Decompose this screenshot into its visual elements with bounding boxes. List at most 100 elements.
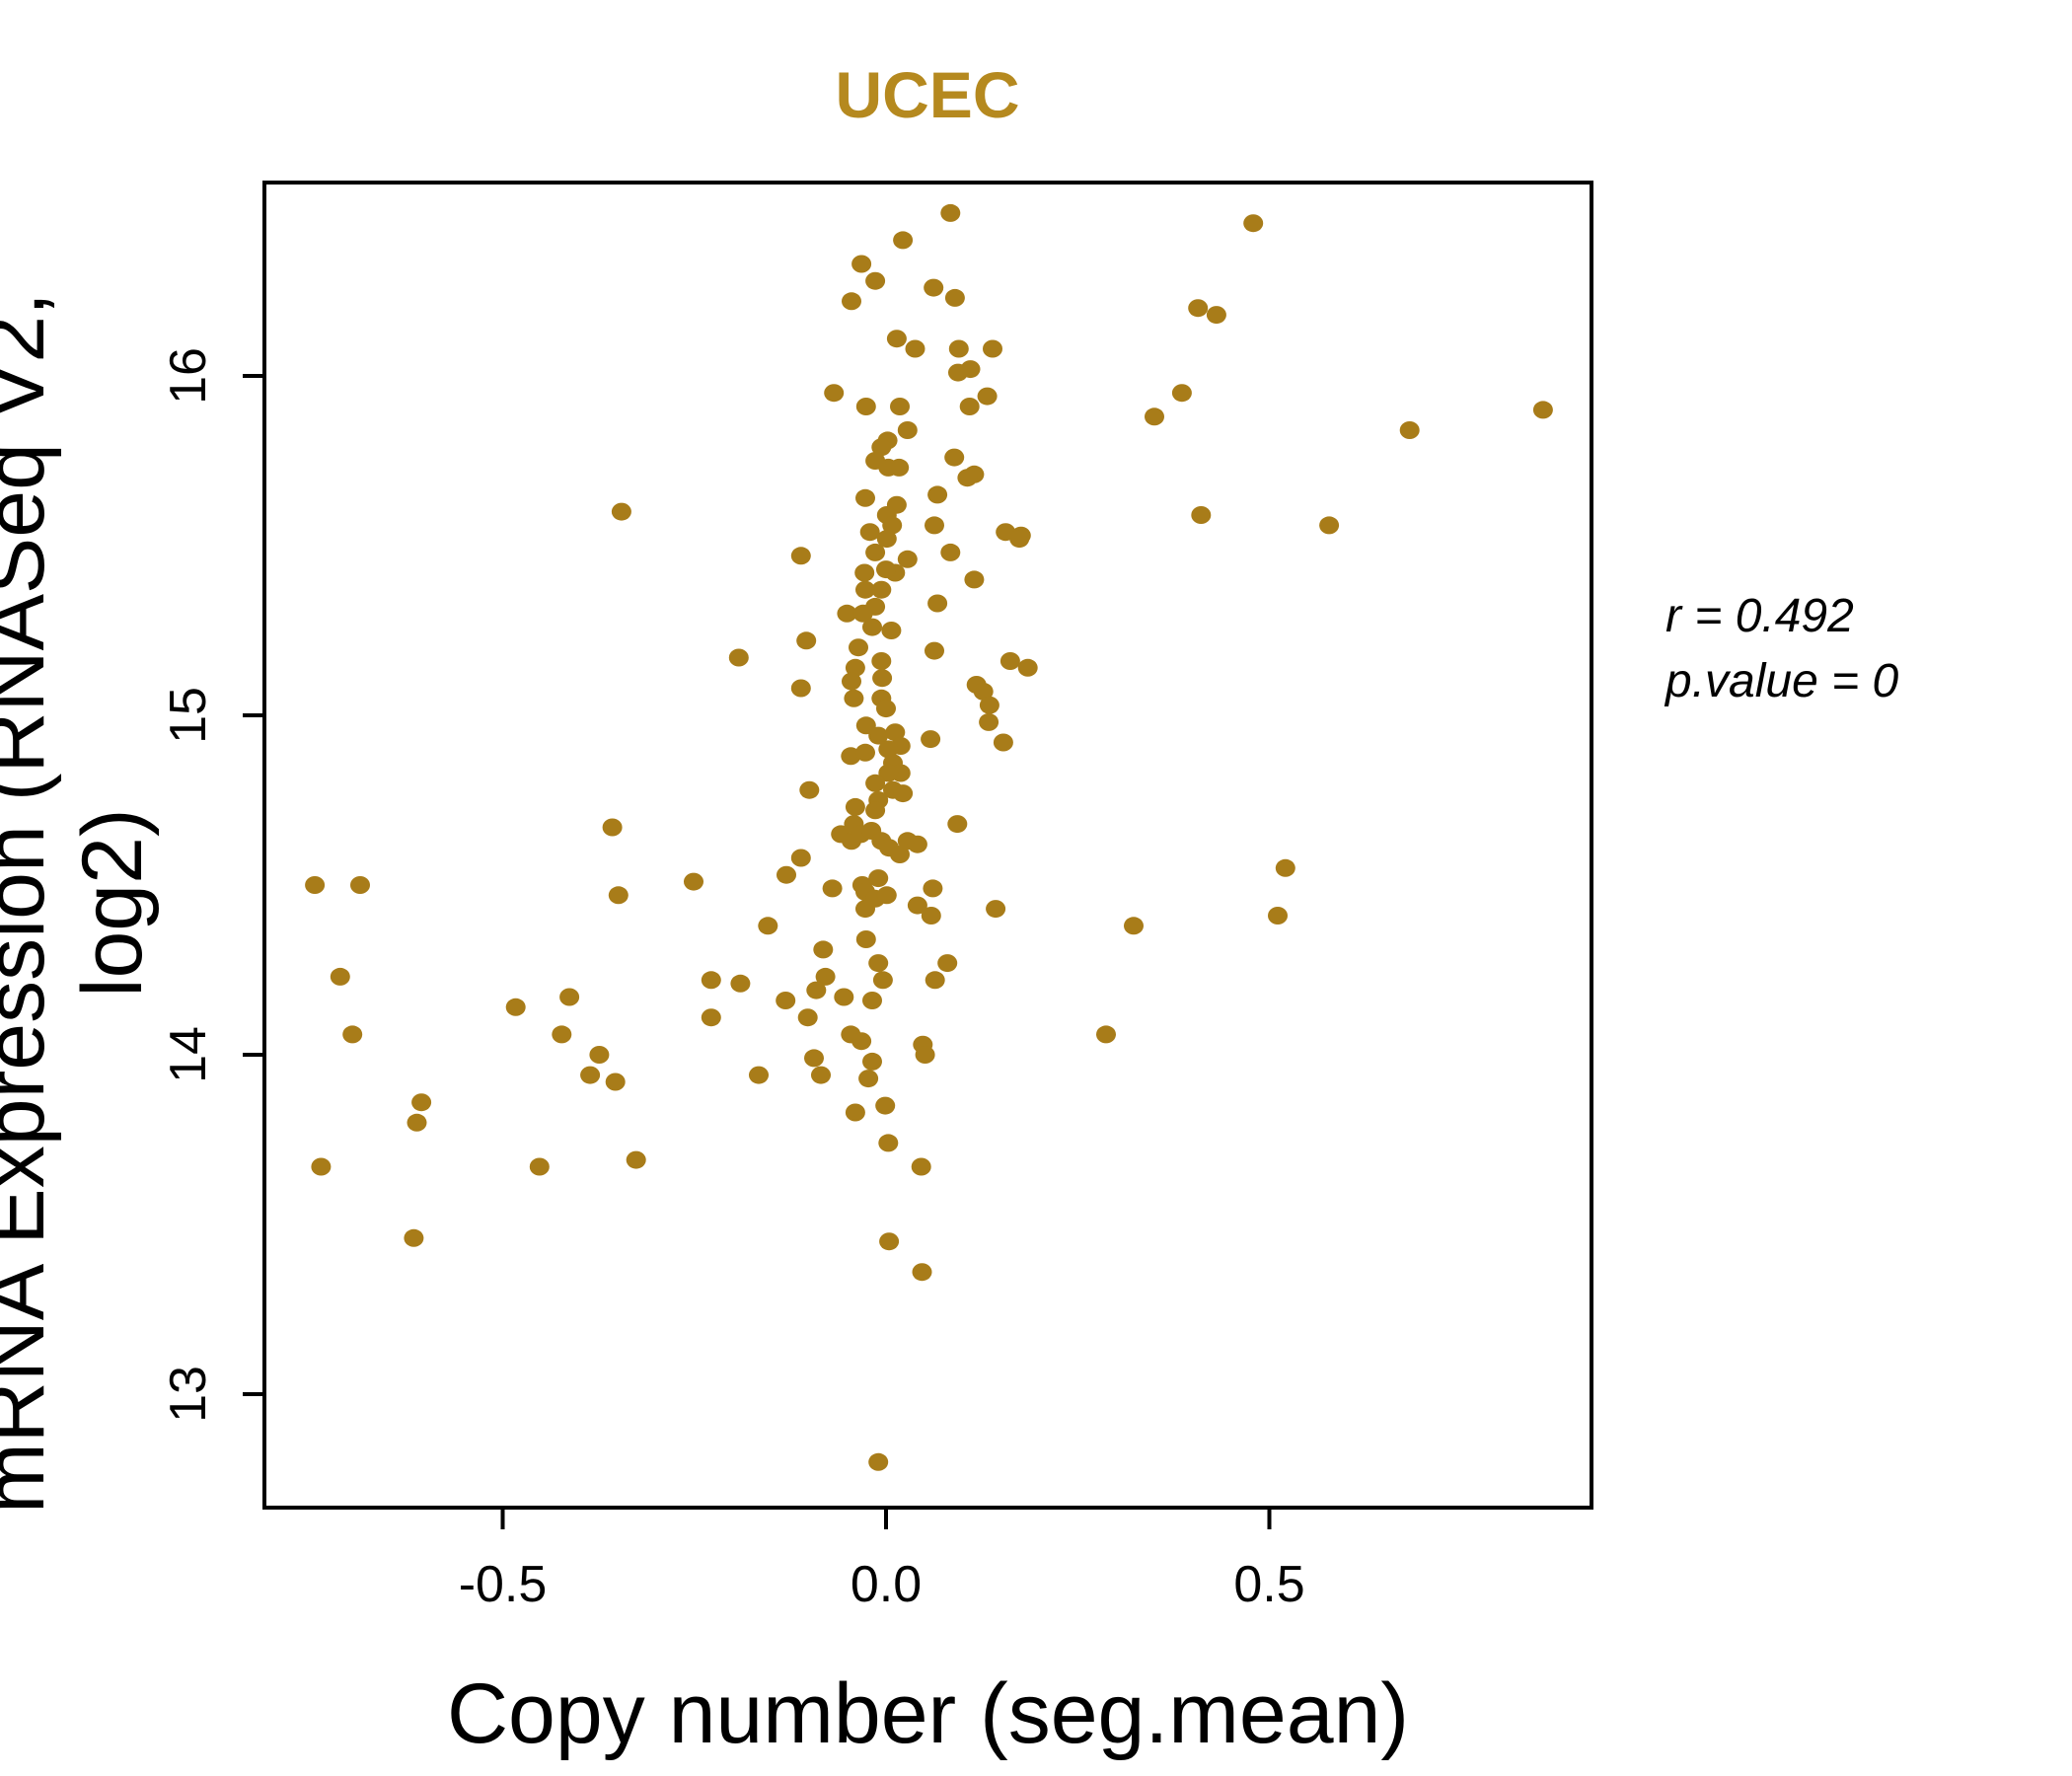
data-point [865, 774, 886, 792]
data-point [977, 387, 998, 406]
y-axis-label: mRNA Expression (RNASeq V2, log2) [0, 292, 160, 1514]
plot-border [262, 181, 1593, 1510]
data-point [806, 981, 827, 999]
data-point [921, 730, 941, 749]
data-point [796, 631, 817, 650]
data-point [797, 1008, 818, 1027]
data-point [311, 1157, 332, 1176]
data-point [305, 876, 326, 894]
data-point [824, 384, 845, 403]
correlation-annotation: r = 0.492 p.value = 0 [1665, 584, 1898, 714]
data-point [897, 550, 918, 568]
data-point [925, 971, 945, 990]
data-point [728, 648, 749, 667]
data-point [1399, 421, 1420, 439]
data-point [854, 563, 875, 582]
data-point [559, 988, 580, 1006]
data-point [811, 1066, 831, 1084]
data-point [940, 203, 961, 222]
data-point [552, 1025, 572, 1044]
data-point [882, 516, 903, 535]
data-point [925, 641, 944, 660]
data-point [923, 879, 943, 898]
data-point [777, 865, 796, 884]
data-point [1275, 858, 1295, 877]
data-point [993, 733, 1013, 752]
data-point [921, 907, 941, 925]
data-point [855, 900, 875, 919]
data-point [844, 689, 864, 707]
data-point [979, 712, 999, 731]
data-point [342, 1025, 363, 1044]
data-point [944, 288, 965, 307]
data-point [957, 469, 978, 487]
data-point [940, 543, 961, 561]
y-tick-label: 15 [160, 687, 217, 744]
data-point [893, 231, 914, 250]
data-point [937, 954, 958, 973]
data-point [927, 485, 948, 504]
data-point [927, 594, 948, 613]
p-value-text: p.value = 0 [1665, 655, 1899, 708]
data-point [851, 1032, 872, 1051]
data-point [907, 896, 927, 915]
data-point [1017, 658, 1038, 677]
data-point [876, 700, 896, 718]
data-point [886, 330, 907, 348]
data-point [876, 530, 897, 549]
data-point [889, 458, 910, 477]
chart-title: UCEC [835, 58, 1020, 131]
data-point [878, 740, 899, 759]
data-point [851, 255, 872, 273]
data-points-layer [305, 203, 1553, 1471]
x-tick-label: -0.5 [459, 1556, 548, 1613]
data-point [868, 869, 889, 888]
data-point [845, 797, 865, 816]
data-point [608, 886, 629, 905]
data-point [411, 1093, 432, 1112]
data-point [407, 1113, 427, 1132]
data-point [893, 784, 914, 803]
data-point [868, 1452, 889, 1471]
data-point [330, 967, 350, 986]
data-point [855, 580, 875, 599]
y-tick-label: 14 [160, 1026, 217, 1083]
data-point [858, 1070, 879, 1088]
data-point [878, 764, 899, 782]
data-point [865, 543, 886, 561]
data-point [986, 900, 1006, 919]
data-point [758, 917, 778, 935]
data-point [1191, 506, 1212, 524]
data-point [890, 398, 910, 415]
data-point [845, 658, 865, 677]
r-value-text: r = 0.492 [1665, 590, 1854, 642]
x-tick-label: 0.0 [851, 1556, 922, 1613]
data-point [684, 872, 703, 891]
data-point [868, 954, 889, 973]
y-tick-label: 16 [160, 347, 217, 405]
data-point [911, 1157, 931, 1176]
data-point [890, 846, 910, 863]
data-point [862, 1052, 882, 1071]
data-point [1206, 306, 1226, 325]
data-point [799, 780, 820, 799]
data-point [1124, 917, 1144, 935]
data-point [872, 971, 893, 990]
data-point [834, 988, 854, 1006]
x-axis-label: Copy number (seg.mean) [446, 1666, 1410, 1761]
data-point [855, 743, 875, 762]
data-point [849, 638, 868, 657]
data-point [876, 886, 897, 905]
data-point [404, 1228, 424, 1247]
data-point [947, 815, 968, 834]
data-point [859, 523, 880, 542]
data-point [790, 679, 811, 698]
data-point [912, 1263, 932, 1282]
data-point [944, 448, 965, 467]
data-point [350, 876, 370, 894]
data-point [865, 271, 886, 290]
data-point [855, 398, 876, 415]
axis-ticks-layer [243, 374, 1272, 1529]
